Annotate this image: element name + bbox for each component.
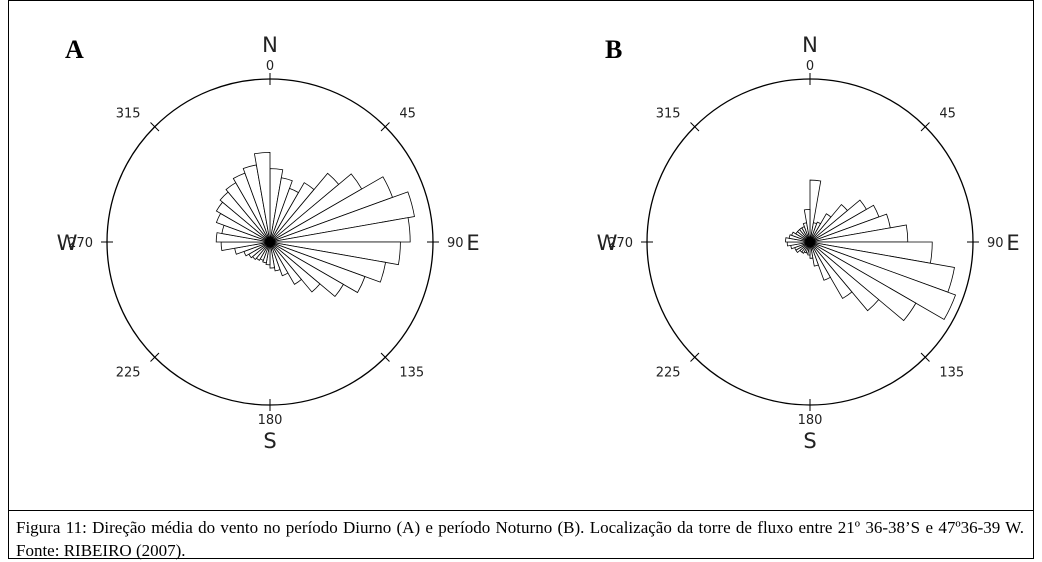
direction-label: 225: [116, 365, 141, 380]
cardinal-label: N: [802, 33, 818, 57]
cardinal-label: S: [263, 429, 276, 453]
divider: [8, 510, 1034, 511]
direction-label: 180: [798, 413, 823, 428]
direction-tick: [920, 352, 930, 362]
direction-label: 180: [258, 413, 283, 428]
cardinal-label: E: [466, 231, 479, 255]
direction-label: 315: [656, 107, 681, 122]
direction-bar: [809, 241, 853, 300]
direction-bar: [269, 241, 387, 283]
direction-bar: [809, 241, 917, 322]
panel-label: B: [605, 35, 622, 64]
direction-bar: [269, 241, 302, 285]
panel-label: A: [65, 35, 84, 64]
direction-tick: [150, 352, 160, 362]
direction-label: 90: [987, 236, 1004, 251]
direction-tick: [690, 352, 700, 362]
direction-label: 315: [116, 107, 141, 122]
direction-label: 135: [939, 365, 964, 380]
direction-bar: [809, 241, 819, 267]
direction-bar: [269, 241, 289, 277]
direction-bar: [809, 241, 814, 259]
direction-bar: [269, 217, 411, 243]
direction-tick: [380, 122, 390, 132]
direction-label: 0: [266, 59, 274, 74]
figure-frame: [8, 0, 1034, 559]
direction-label: 0: [806, 59, 814, 74]
direction-tick: [150, 122, 160, 132]
direction-bar: [269, 241, 366, 294]
direction-tick: [920, 122, 930, 132]
direction-bar: [269, 191, 415, 243]
direction-label: 270: [68, 236, 93, 251]
direction-bar: [809, 241, 831, 281]
cardinal-label: N: [262, 33, 278, 57]
direction-bar: [803, 208, 811, 243]
cardinal-label: W: [597, 231, 618, 255]
direction-bar: [269, 241, 344, 298]
direction-bar: [269, 241, 321, 293]
direction-bar: [253, 151, 271, 243]
direction-label: 45: [939, 107, 956, 122]
direction-label: 270: [608, 236, 633, 251]
direction-tick: [380, 352, 390, 362]
charts: A 0 45 90 135 180 225 270 315 N E S W B 0 45 90 135 180 225…: [57, 33, 1020, 453]
direction-label: 90: [447, 236, 464, 251]
caption: Figura 11: Direção média do vento no per…: [16, 518, 1024, 560]
direction-bar: [269, 241, 281, 272]
direction-bar: [809, 241, 957, 320]
cardinal-label: S: [803, 429, 816, 453]
direction-label: 135: [399, 365, 424, 380]
cardinal-label: W: [57, 231, 78, 255]
direction-tick: [690, 122, 700, 132]
cardinal-label: E: [1006, 231, 1019, 255]
direction-bar: [269, 241, 275, 269]
direction-bar: [809, 241, 880, 312]
direction-label: 45: [399, 107, 416, 122]
direction-label: 225: [656, 365, 681, 380]
